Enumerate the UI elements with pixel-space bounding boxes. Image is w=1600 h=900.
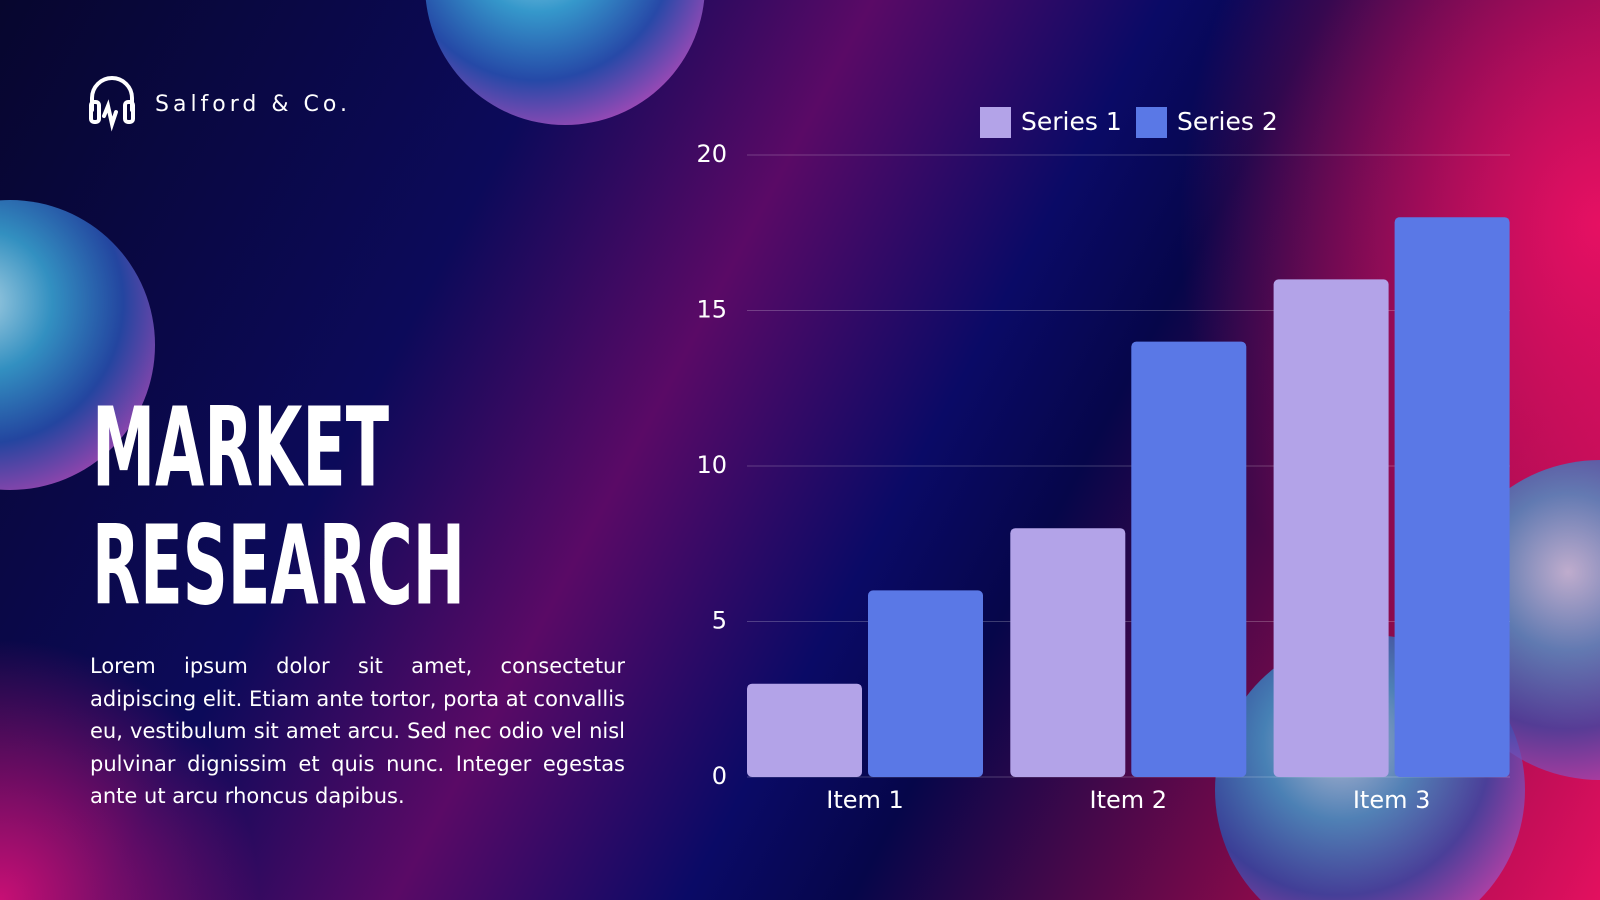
- y-tick-label: 10: [696, 451, 727, 479]
- heading: RESEARCH: [92, 501, 465, 629]
- y-tick-label: 5: [712, 607, 727, 635]
- body-text: Lorem ipsum dolor sit amet, consectetur …: [90, 654, 625, 809]
- y-tick-label: 20: [696, 140, 727, 168]
- legend-label: Series 2: [1177, 107, 1278, 136]
- logo-icon: [89, 76, 135, 132]
- y-tick-label: 0: [712, 762, 727, 790]
- bar: [1131, 341, 1247, 777]
- y-tick-label: 15: [696, 296, 727, 324]
- bar: [1394, 217, 1510, 777]
- bar: [1010, 528, 1126, 777]
- brand: Salford & Co.: [155, 92, 351, 117]
- legend-label: Series 1: [1021, 107, 1122, 136]
- bar: [1273, 279, 1389, 777]
- x-tick-label: Item 3: [1353, 786, 1431, 814]
- x-tick-label: Item 2: [1090, 786, 1168, 814]
- bar: [747, 683, 862, 777]
- bar: [868, 590, 983, 777]
- sphere: [0, 200, 155, 490]
- legend-swatch: [980, 107, 1011, 138]
- heading: MARKET: [92, 383, 389, 511]
- x-tick-label: Item 1: [826, 786, 904, 814]
- sphere: [425, 0, 705, 125]
- legend-swatch: [1136, 107, 1167, 138]
